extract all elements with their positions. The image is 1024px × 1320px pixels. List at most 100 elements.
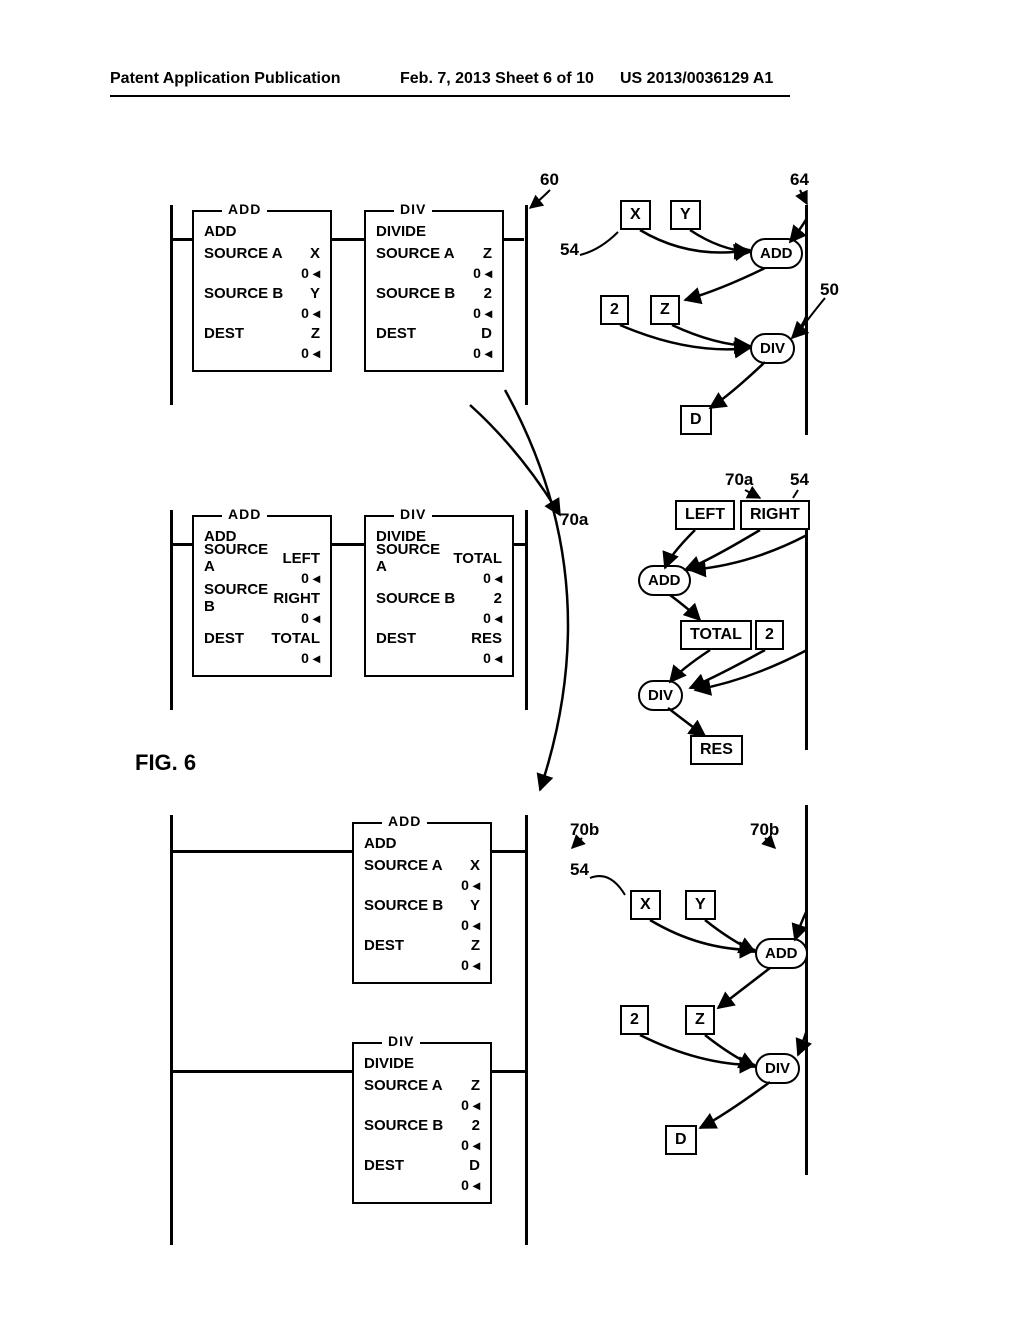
vline — [525, 510, 528, 710]
vline — [170, 510, 173, 710]
node-x: X — [630, 890, 661, 920]
triangle-icon: ◂ — [473, 1097, 480, 1114]
ref-54: 54 — [790, 470, 809, 490]
field-label: SOURCE A — [376, 541, 453, 575]
field-value: LEFT — [283, 550, 321, 567]
field-value: 2 — [472, 1117, 480, 1134]
field-value: Y — [470, 897, 480, 914]
triangle-icon: ◂ — [313, 610, 320, 627]
ref-50: 50 — [820, 280, 839, 300]
triangle-icon: ◂ — [485, 305, 492, 322]
box-legend: ADD — [222, 201, 267, 217]
sub-value: 0 — [461, 957, 469, 973]
node-div: DIV — [750, 333, 795, 364]
field-value: RIGHT — [273, 590, 320, 607]
ref-54: 54 — [570, 860, 589, 880]
box-legend: DIV — [382, 1033, 420, 1049]
node-x: X — [620, 200, 651, 230]
triangle-icon: ◂ — [495, 570, 502, 587]
triangle-icon: ◂ — [473, 917, 480, 934]
node-y: Y — [670, 200, 701, 230]
field-label: SOURCE B — [376, 285, 455, 302]
box-legend: ADD — [382, 813, 427, 829]
vline — [805, 500, 808, 750]
field-label: DEST — [204, 630, 244, 647]
vline — [170, 205, 173, 405]
ref-64: 64 — [790, 170, 809, 190]
sub-value: 0 — [301, 265, 309, 281]
triangle-icon: ◂ — [485, 345, 492, 362]
triangle-icon: ◂ — [313, 345, 320, 362]
node-add: ADD — [750, 238, 803, 269]
div-box-2: DIV DIVIDE SOURCE ATOTAL 0◂ SOURCE B2 0◂… — [364, 515, 514, 677]
ref-60: 60 — [540, 170, 559, 190]
field-value: D — [469, 1157, 480, 1174]
field-label: SOURCE B — [364, 1117, 443, 1134]
op-label: ADD — [364, 835, 397, 852]
sub-value: 0 — [301, 345, 309, 361]
field-label: DEST — [204, 325, 244, 342]
vline — [170, 815, 173, 1245]
sub-value: 0 — [483, 650, 491, 666]
ref-70a: 70a — [725, 470, 753, 490]
header-left: Patent Application Publication — [110, 70, 341, 88]
sub-value: 0 — [483, 610, 491, 626]
connector — [172, 543, 192, 546]
field-label: SOURCE B — [204, 285, 283, 302]
node-2: 2 — [600, 295, 629, 325]
add-box-1: ADD ADD SOURCE AX 0◂ SOURCE BY 0◂ DESTZ … — [192, 210, 332, 372]
header-right: US 2013/0036129 A1 — [620, 70, 773, 88]
sub-value: 0 — [473, 305, 481, 321]
vline — [805, 805, 808, 1175]
field-label: SOURCE A — [376, 245, 455, 262]
connector — [172, 850, 352, 853]
connector — [172, 238, 192, 241]
node-d: D — [680, 405, 712, 435]
triangle-icon: ◂ — [313, 570, 320, 587]
field-value: X — [470, 857, 480, 874]
node-div: DIV — [638, 680, 683, 711]
field-label: SOURCE A — [204, 541, 283, 575]
connector — [332, 543, 364, 546]
node-y: Y — [685, 890, 716, 920]
node-add: ADD — [755, 938, 808, 969]
triangle-icon: ◂ — [313, 650, 320, 667]
field-value: RES — [471, 630, 502, 647]
triangle-icon: ◂ — [495, 650, 502, 667]
field-label: SOURCE A — [364, 1077, 443, 1094]
node-2: 2 — [755, 620, 784, 650]
field-value: Z — [471, 937, 480, 954]
op-label: DIVIDE — [376, 223, 426, 240]
figure-area: ADD ADD SOURCE AX 0◂ SOURCE BY 0◂ DESTZ … — [110, 150, 910, 1250]
field-label: DEST — [376, 325, 416, 342]
sub-value: 0 — [473, 345, 481, 361]
connector — [504, 238, 524, 241]
node-total: TOTAL — [680, 620, 752, 650]
op-label: ADD — [204, 223, 237, 240]
triangle-icon: ◂ — [473, 1137, 480, 1154]
field-label: DEST — [364, 1157, 404, 1174]
sub-value: 0 — [301, 650, 309, 666]
field-label: SOURCE B — [204, 581, 273, 615]
node-d: D — [665, 1125, 697, 1155]
sub-value: 0 — [461, 1177, 469, 1193]
ref-54: 54 — [560, 240, 579, 260]
vline — [525, 205, 528, 405]
field-value: 2 — [494, 590, 502, 607]
box-legend: DIV — [394, 201, 432, 217]
vline — [805, 205, 808, 435]
node-div: DIV — [755, 1053, 800, 1084]
op-label: DIVIDE — [364, 1055, 414, 1072]
triangle-icon: ◂ — [485, 265, 492, 282]
field-value: Z — [483, 245, 492, 262]
field-value: TOTAL — [271, 630, 320, 647]
triangle-icon: ◂ — [473, 957, 480, 974]
box-legend: ADD — [222, 506, 267, 522]
header-rule — [110, 95, 790, 97]
ref-70b: 70b — [570, 820, 599, 840]
sub-value: 0 — [461, 917, 469, 933]
connector — [332, 238, 364, 241]
triangle-icon: ◂ — [473, 1177, 480, 1194]
field-value: X — [310, 245, 320, 262]
field-value: Y — [310, 285, 320, 302]
